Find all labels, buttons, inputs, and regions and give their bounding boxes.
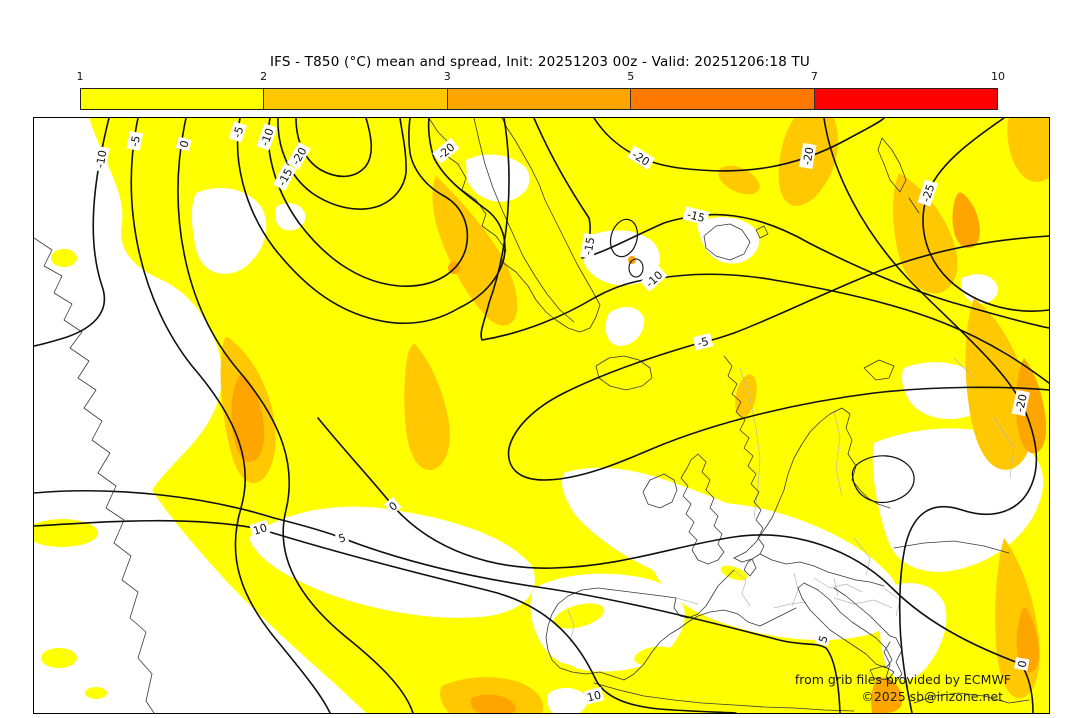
contour-label: -5 bbox=[228, 121, 247, 143]
spread-fill-layer bbox=[34, 118, 1049, 713]
contour-label: -20 bbox=[799, 142, 817, 170]
contour-label: 10 bbox=[249, 519, 271, 538]
colorbar-tick-10: 10 bbox=[991, 70, 1005, 83]
svg-text:0: 0 bbox=[177, 139, 191, 149]
chart-title: IFS - T850 (°C) mean and spread, Init: 2… bbox=[269, 54, 811, 70]
colorbar-ticks: 1 2 3 5 7 10 bbox=[76, 70, 1006, 84]
contour-label: 0 bbox=[175, 136, 192, 152]
svg-text:-5: -5 bbox=[696, 335, 710, 350]
contour-label: -10 bbox=[92, 145, 110, 173]
contour-labels-layer: -10-5 0-5 -10-15-20 -20 -20-15-15-10-5-25-20… bbox=[92, 121, 1030, 704]
colorbar-segment-5-7 bbox=[631, 89, 815, 109]
colorbar-segment-3-5 bbox=[447, 89, 632, 109]
contour-label: -10 bbox=[256, 123, 278, 151]
spread-colorbar bbox=[80, 88, 998, 110]
svg-text:0: 0 bbox=[1015, 660, 1029, 669]
contour-label: -20 bbox=[1011, 389, 1030, 417]
svg-text:-15: -15 bbox=[686, 208, 707, 225]
svg-text:-5: -5 bbox=[231, 125, 247, 139]
contour-label: -15 bbox=[580, 232, 598, 260]
map-canvas: -10-5 0-5 -10-15-20 -20 -20-15-15-10-5-25-20… bbox=[34, 118, 1049, 713]
contour-label: 0 bbox=[384, 496, 402, 515]
colorbar-segment-1-2 bbox=[81, 89, 265, 109]
mean-contours bbox=[34, 118, 1049, 713]
attribution-copyright: ©2025 sb@irizone.net bbox=[861, 689, 1003, 704]
contour-label: 0 bbox=[1014, 657, 1030, 671]
svg-text:-15: -15 bbox=[582, 236, 598, 256]
svg-text:-20: -20 bbox=[801, 146, 817, 166]
colorbar-segment-2-3 bbox=[264, 89, 448, 109]
svg-text:-10: -10 bbox=[94, 149, 110, 169]
contour-label: -25 bbox=[917, 179, 938, 207]
svg-text:-5: -5 bbox=[128, 134, 143, 147]
country-borders bbox=[567, 357, 1015, 643]
colorbar-tick-5: 5 bbox=[627, 70, 635, 83]
svg-text:5: 5 bbox=[816, 634, 831, 645]
svg-text:-20: -20 bbox=[1013, 393, 1029, 413]
colorbar-tick-2: 2 bbox=[260, 70, 268, 83]
svg-text:5: 5 bbox=[337, 531, 347, 545]
contour-label: 10 bbox=[583, 687, 605, 704]
svg-text:-25: -25 bbox=[920, 183, 938, 204]
colorbar-segment-7-10 bbox=[814, 89, 998, 109]
map-panel: -10 -5 0 -5 -10 -15 -20 -20 -20 -15 -15 -10 -5 -25 -20… bbox=[33, 117, 1050, 714]
attribution-source: from grib files provided by ECMWF bbox=[794, 672, 1011, 687]
contour-label: -5 bbox=[126, 130, 144, 152]
contour-label: 5 bbox=[814, 631, 831, 647]
contour-label: -5 bbox=[692, 333, 714, 351]
contour-label: -15 bbox=[682, 206, 710, 226]
contour-label: 5 bbox=[334, 529, 350, 546]
colorbar-tick-7: 7 bbox=[810, 70, 818, 83]
svg-text:10: 10 bbox=[586, 688, 603, 704]
colorbar-tick-1: 1 bbox=[76, 70, 84, 83]
svg-text:10: 10 bbox=[251, 521, 268, 538]
colorbar-tick-3: 3 bbox=[443, 70, 451, 83]
svg-text:-10: -10 bbox=[258, 127, 276, 148]
